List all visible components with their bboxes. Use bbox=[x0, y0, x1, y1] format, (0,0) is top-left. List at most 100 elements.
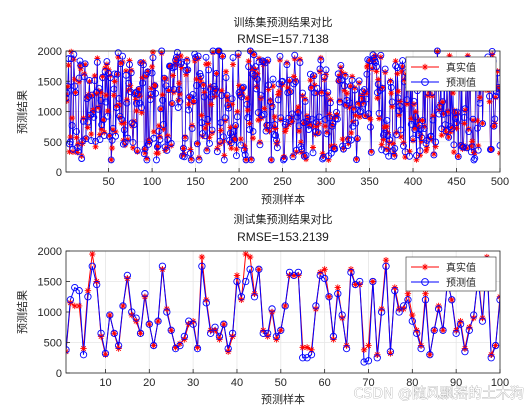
series-true-point bbox=[328, 143, 335, 150]
series-true-point bbox=[249, 135, 256, 142]
series-pred-point bbox=[353, 135, 361, 142]
series-pred-point bbox=[444, 109, 452, 117]
series-pred-point bbox=[360, 86, 368, 93]
series-true-point bbox=[276, 88, 283, 95]
series-true-point bbox=[300, 120, 307, 127]
series-pred-point bbox=[391, 286, 399, 295]
series-pred-point bbox=[76, 57, 84, 65]
series-pred-point bbox=[158, 262, 167, 270]
series-pred-point bbox=[342, 101, 350, 109]
series-true-point bbox=[367, 116, 374, 123]
series-pred-point bbox=[241, 151, 249, 159]
series-true-point bbox=[194, 140, 201, 147]
series-true-point bbox=[82, 61, 89, 68]
series-true-point bbox=[283, 59, 290, 66]
series-pred-point bbox=[163, 308, 171, 316]
series-pred-point bbox=[219, 52, 227, 60]
series-pred-point bbox=[426, 351, 434, 359]
series-true-point bbox=[404, 290, 412, 297]
series-true-point bbox=[236, 82, 243, 89]
series-pred-point bbox=[204, 115, 212, 123]
series-true-point bbox=[149, 63, 156, 70]
series-pred-point bbox=[257, 91, 265, 99]
series-pred-point bbox=[487, 145, 495, 153]
series-pred-point bbox=[461, 105, 469, 113]
series-pred-point bbox=[372, 59, 380, 66]
series-pred-point bbox=[187, 156, 195, 164]
series-pred-point bbox=[259, 329, 267, 337]
series-pred-point bbox=[367, 148, 375, 156]
series-pred-point bbox=[220, 320, 228, 328]
series-pred-point bbox=[296, 59, 304, 67]
train-chart-ylabel: 预测结果 bbox=[16, 90, 29, 134]
series-true-point bbox=[231, 136, 238, 143]
series-pred-point bbox=[141, 290, 149, 298]
series-true-point bbox=[360, 346, 368, 354]
series-true-point bbox=[136, 90, 143, 97]
series-true-point bbox=[234, 108, 241, 115]
series-pred-point bbox=[272, 332, 281, 341]
series-true-point bbox=[155, 150, 162, 157]
series-pred-point bbox=[396, 102, 404, 110]
series-true-point bbox=[211, 93, 218, 100]
series-true-point bbox=[71, 76, 78, 83]
series-pred-point bbox=[307, 351, 316, 359]
series-pred-point bbox=[351, 86, 359, 94]
series-pred-point bbox=[320, 73, 328, 81]
series-pred-point bbox=[160, 74, 168, 82]
series-pred-point bbox=[84, 118, 92, 126]
series-pred-point bbox=[208, 126, 216, 134]
series-pred-point bbox=[66, 82, 72, 90]
series-pred-point bbox=[358, 95, 366, 103]
series-true-point bbox=[289, 118, 296, 125]
series-true-point bbox=[202, 125, 209, 132]
series-pred-point bbox=[113, 70, 121, 78]
series-true-point bbox=[368, 148, 375, 155]
series-pred-point bbox=[364, 357, 373, 365]
series-pred-point bbox=[350, 106, 358, 114]
series-pred-point bbox=[142, 71, 150, 79]
series-true-point bbox=[72, 89, 79, 96]
series-true-point bbox=[319, 150, 326, 157]
legend-label: 预测值 bbox=[446, 76, 476, 89]
series-pred-point bbox=[106, 311, 114, 319]
series-pred-point bbox=[91, 77, 99, 85]
series-pred-point bbox=[456, 320, 465, 328]
series-pred-point bbox=[290, 80, 298, 88]
series-true-point bbox=[134, 148, 141, 155]
series-pred-point bbox=[283, 61, 291, 69]
series-true-point bbox=[228, 145, 235, 152]
series-true-point bbox=[393, 129, 400, 136]
series-pred-point bbox=[365, 110, 373, 118]
series-pred-point bbox=[79, 137, 86, 145]
series-pred-point bbox=[266, 121, 273, 129]
series-pred-point bbox=[246, 265, 254, 273]
series-true-point bbox=[334, 284, 341, 291]
series-true-point bbox=[461, 120, 468, 127]
series-pred-point bbox=[156, 136, 164, 143]
series-pred-point bbox=[164, 136, 172, 144]
series-pred-point bbox=[418, 134, 426, 142]
series-true-point bbox=[419, 117, 426, 124]
series-pred-point bbox=[446, 123, 454, 131]
series-true-point bbox=[157, 106, 164, 113]
series-true-point bbox=[255, 117, 262, 124]
series-pred-point bbox=[179, 144, 187, 152]
series-pred-point bbox=[417, 344, 425, 353]
series-pred-point bbox=[430, 151, 438, 159]
series-pred-point bbox=[305, 126, 313, 134]
series-pred-point bbox=[193, 82, 200, 89]
series-true-point bbox=[276, 57, 283, 64]
series-true-point bbox=[109, 145, 116, 152]
series-pred-point bbox=[120, 126, 128, 134]
series-true-point bbox=[213, 70, 220, 77]
series-true-point bbox=[176, 80, 183, 87]
series-true-point bbox=[325, 156, 332, 163]
series-pred-point bbox=[136, 329, 145, 337]
series-true-point bbox=[73, 134, 80, 141]
test-chart-ylabel: 预测结果 bbox=[16, 290, 29, 334]
series-true-point bbox=[423, 144, 430, 151]
series-pred-point bbox=[193, 344, 202, 353]
series-pred-point bbox=[176, 97, 184, 105]
series-pred-point bbox=[422, 140, 430, 148]
